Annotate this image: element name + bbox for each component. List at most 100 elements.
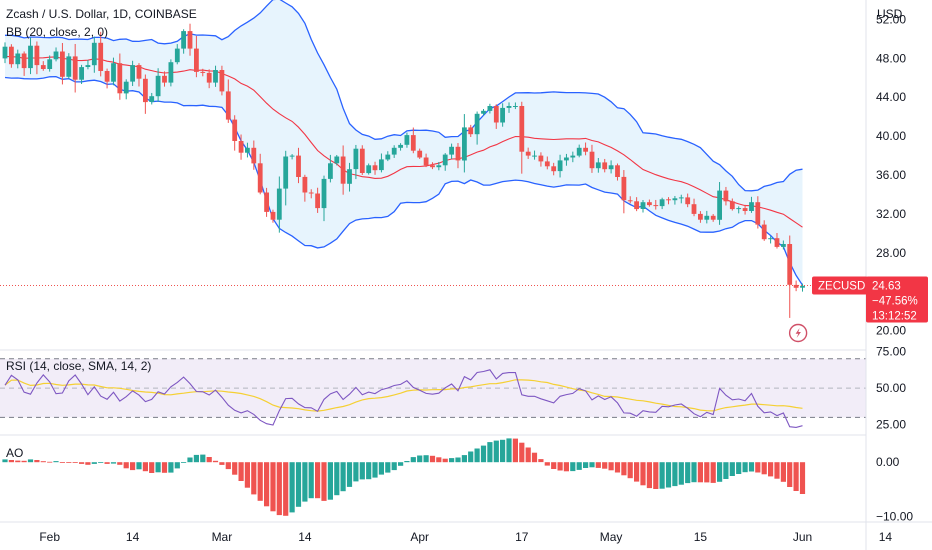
ao-bar [512, 438, 518, 463]
candle [334, 156, 340, 164]
ao-bar [174, 462, 180, 469]
ao-bar [181, 462, 187, 463]
ao-bar [270, 462, 276, 512]
symbol-badge [812, 276, 868, 295]
ao-bar [621, 462, 627, 476]
price-tick-label: 28.00 [876, 246, 906, 260]
ao-bar [691, 462, 697, 483]
rsi-pane[interactable] [0, 358, 866, 428]
candle [47, 59, 53, 69]
time-tick-label: 15 [694, 530, 708, 544]
ao-bar [417, 455, 423, 463]
ao-bar [21, 460, 27, 463]
ao-bar [500, 439, 506, 463]
ao-bar [487, 442, 493, 463]
candle [181, 31, 186, 49]
candle [570, 155, 576, 158]
ao-pane[interactable] [2, 438, 806, 516]
ao-bar [47, 461, 53, 463]
candle [296, 155, 301, 177]
ao-bar [449, 458, 455, 463]
candle [15, 53, 21, 65]
candle [200, 71, 206, 73]
candle [538, 155, 544, 162]
candle [691, 204, 697, 214]
candle [774, 238, 780, 247]
ao-bar [640, 462, 646, 486]
candle [659, 199, 665, 207]
flash-icon [795, 328, 801, 338]
candle [729, 201, 735, 210]
ao-bar [634, 462, 640, 482]
ao-bar [531, 452, 538, 463]
ao-bar [136, 462, 142, 470]
price-pane[interactable] [0, 0, 866, 343]
ao-bar [353, 462, 359, 482]
candle [653, 205, 659, 207]
ao-bar [308, 462, 314, 499]
candle [717, 190, 722, 220]
candle [627, 200, 633, 202]
ao-bar [327, 462, 333, 500]
candle [481, 110, 486, 114]
rsi-line [4, 369, 803, 428]
candle [455, 146, 461, 161]
candle [21, 53, 27, 69]
candle [187, 31, 193, 49]
currency-label: USD [877, 7, 903, 21]
ao-bar [302, 462, 308, 502]
candle [430, 165, 435, 168]
candle [302, 176, 308, 193]
candle [225, 91, 231, 120]
candle [2, 46, 8, 59]
candle [40, 65, 46, 69]
ao-bar [646, 462, 652, 489]
ao-bar [321, 462, 327, 501]
price-tick-label: 36.00 [876, 168, 906, 182]
ao-bar [359, 462, 365, 480]
candle [532, 155, 537, 157]
candle [194, 48, 199, 72]
ao-bar [787, 462, 793, 487]
candle [85, 65, 91, 67]
candle [710, 215, 716, 220]
candle [736, 208, 742, 210]
candle [768, 238, 773, 240]
ao-bar [748, 462, 755, 472]
candle [525, 151, 531, 156]
time-tick-label: Feb [39, 530, 60, 544]
bb-indicator-label[interactable]: BB (20, close, 2, 0) [6, 25, 109, 39]
candle [379, 159, 384, 171]
ao-tick-label: 0.00 [876, 455, 900, 469]
candle [793, 284, 799, 288]
ao-bar [110, 462, 117, 464]
candle [800, 285, 805, 288]
ao-bar [40, 461, 46, 463]
candle [347, 169, 352, 184]
candle [123, 81, 129, 94]
candle [264, 192, 269, 212]
candle [28, 45, 33, 69]
time-tick-label: 14 [298, 530, 312, 544]
last-price-label: 24.63 [872, 281, 901, 293]
candle [9, 46, 14, 65]
ao-bar [104, 462, 110, 464]
ao-bar [251, 462, 257, 495]
candle [251, 147, 257, 164]
ao-bar [589, 462, 595, 468]
ao-bar [238, 462, 244, 481]
rsi-ma-line [4, 379, 803, 412]
ao-bar [506, 438, 512, 463]
candle [468, 127, 474, 135]
ao-indicator-label[interactable]: AO [6, 446, 24, 460]
candle [308, 192, 314, 194]
candle [436, 165, 442, 168]
rsi-indicator-label[interactable]: RSI (14, close, SMA, 14, 2) [6, 359, 152, 373]
candle [685, 197, 691, 205]
price-badge [866, 276, 928, 323]
rsi-tick-label: 75.00 [876, 345, 906, 359]
ao-bar [468, 451, 474, 463]
ao-bar [200, 454, 206, 463]
